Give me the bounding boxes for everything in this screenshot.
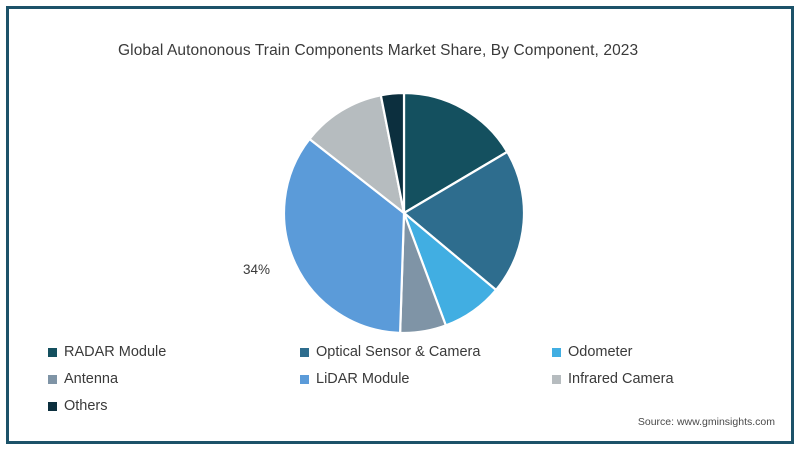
legend-item-lidar-module[interactable]: LiDAR Module bbox=[300, 372, 552, 387]
page-title: Global Autononous Train Components Marke… bbox=[118, 42, 639, 59]
legend-row: Antenna LiDAR Module Infrared Camera bbox=[48, 372, 748, 399]
legend-item-label: RADAR Module bbox=[64, 344, 167, 360]
legend-item-others[interactable]: Others bbox=[48, 399, 300, 414]
legend-item-antenna[interactable]: Antenna bbox=[48, 372, 300, 387]
pie-slice[interactable] bbox=[402, 150, 526, 292]
pie-chart-svg bbox=[282, 91, 526, 335]
legend-item-odometer[interactable]: Odometer bbox=[552, 345, 748, 360]
pie-slice[interactable] bbox=[282, 137, 406, 335]
pie-slice-label-lidar: 34% bbox=[243, 262, 271, 277]
pie-chart bbox=[282, 91, 526, 335]
legend-row: Others bbox=[48, 399, 748, 426]
legend-swatch-icon bbox=[552, 347, 561, 357]
legend-item-label: LiDAR Module bbox=[316, 371, 410, 387]
legend-swatch-icon bbox=[48, 374, 57, 384]
legend-item-label: Antenna bbox=[64, 371, 119, 387]
legend-row: RADAR Module Optical Sensor & Camera Odo… bbox=[48, 345, 748, 372]
legend-item-label: Others bbox=[64, 398, 108, 414]
pie-slice[interactable] bbox=[379, 91, 406, 215]
pie-slice[interactable] bbox=[402, 91, 509, 215]
legend-swatch-icon bbox=[300, 347, 309, 357]
legend-item-optical-sensor-camera[interactable]: Optical Sensor & Camera bbox=[300, 345, 552, 360]
legend-item-radar-module[interactable]: RADAR Module bbox=[48, 345, 300, 360]
source-attribution: Source: www.gminsights.com bbox=[637, 416, 775, 428]
legend-item-label: Odometer bbox=[568, 344, 633, 360]
legend-swatch-icon bbox=[48, 347, 57, 357]
legend-swatch-icon bbox=[48, 401, 57, 411]
legend-item-infrared-camera[interactable]: Infrared Camera bbox=[552, 372, 748, 387]
legend-swatch-icon bbox=[552, 374, 561, 384]
chart-legend: RADAR Module Optical Sensor & Camera Odo… bbox=[48, 345, 748, 426]
pie-slice-group bbox=[282, 91, 526, 335]
legend-swatch-icon bbox=[300, 374, 309, 384]
legend-item-label: Optical Sensor & Camera bbox=[316, 344, 481, 360]
legend-item-label: Infrared Camera bbox=[568, 371, 674, 387]
pie-slice[interactable] bbox=[308, 94, 406, 215]
